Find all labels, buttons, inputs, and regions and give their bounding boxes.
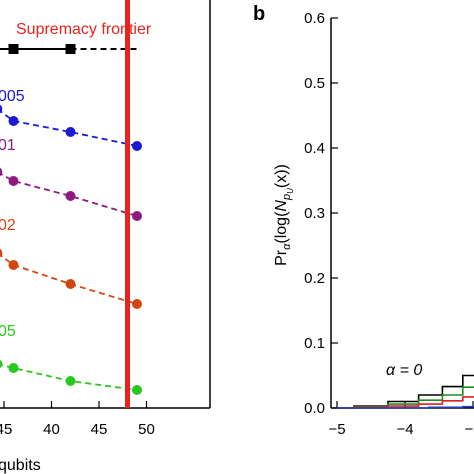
series-green-marker <box>65 376 76 386</box>
series-blue-label: 005 <box>0 88 25 105</box>
series-purple-label: 01 <box>0 137 16 154</box>
series-blue-marker <box>132 141 142 151</box>
panel-a-x-tick-label: 50 <box>138 421 155 438</box>
panel-b-y-tick-label: 0.2 <box>304 270 325 287</box>
series-purple-marker <box>8 176 19 186</box>
series-orange-marker <box>8 260 19 270</box>
panel-a-x-tick-label: 45 <box>0 421 12 438</box>
series-orange-marker <box>65 279 76 289</box>
panel-b-y-tick-label: 0.3 <box>304 205 325 222</box>
supremacy-frontier-label: Supremacy frontier <box>16 21 152 38</box>
series-orange-marker <box>132 299 142 309</box>
series-blue-marker <box>8 116 19 126</box>
panel-b-y-tick-label: 0.0 <box>304 400 325 417</box>
panel-a-xlabel: qubits <box>0 457 41 474</box>
panel-b-y-tick-label: 0.5 <box>304 75 325 92</box>
series-purple-marker <box>132 211 142 221</box>
series-green-marker <box>8 363 19 373</box>
series-orange-line <box>0 253 138 305</box>
panel-b-y-tick-label: 0.6 <box>304 10 325 27</box>
svg-text:Prα(log(NpU(x)): Prα(log(NpU(x)) <box>273 164 295 266</box>
panel-b-x-tick-label: −4 <box>396 421 413 438</box>
series-purple-line <box>0 172 138 217</box>
series-green-marker <box>0 359 3 369</box>
panel-b-y-tick-label: 0.1 <box>304 335 325 352</box>
black-series-marker <box>65 44 76 54</box>
panel-b-series-3 <box>337 405 474 409</box>
series-purple-marker <box>0 167 3 177</box>
series-orange-label: 02 <box>0 217 16 234</box>
series-green-line <box>0 363 138 391</box>
series-blue-marker <box>65 127 76 137</box>
panel-a: 45 40 45 50 005 01 02 05 Supremacy frontier qu… <box>0 0 211 474</box>
series-blue-line <box>0 109 138 147</box>
panel-b-y-tick-label: 0.4 <box>304 140 325 157</box>
panel-b: b 0.6 0.5 0.4 0.3 0.2 0.1 0.0−5 −4 −3 α = 0 Prα(… <box>253 3 474 438</box>
series-orange-marker <box>0 248 3 258</box>
series-green-marker <box>132 385 142 395</box>
series-purple-marker <box>65 191 76 201</box>
series-green-label: 05 <box>0 323 16 340</box>
alpha-zero-label: α = 0 <box>386 362 422 379</box>
black-series-marker <box>8 44 19 54</box>
panel-b-x-tick-label: −5 <box>328 421 345 438</box>
panel-b-letter: b <box>253 3 265 25</box>
panel-b-ylabel: Prα(log(NpU(x)) <box>273 164 295 266</box>
panel-a-x-tick-label: 40 <box>43 421 60 438</box>
panel-b-x-tick-label: −3 <box>464 421 474 438</box>
panel-a-x-tick-label: 45 <box>91 421 108 438</box>
series-blue-marker <box>0 104 3 114</box>
